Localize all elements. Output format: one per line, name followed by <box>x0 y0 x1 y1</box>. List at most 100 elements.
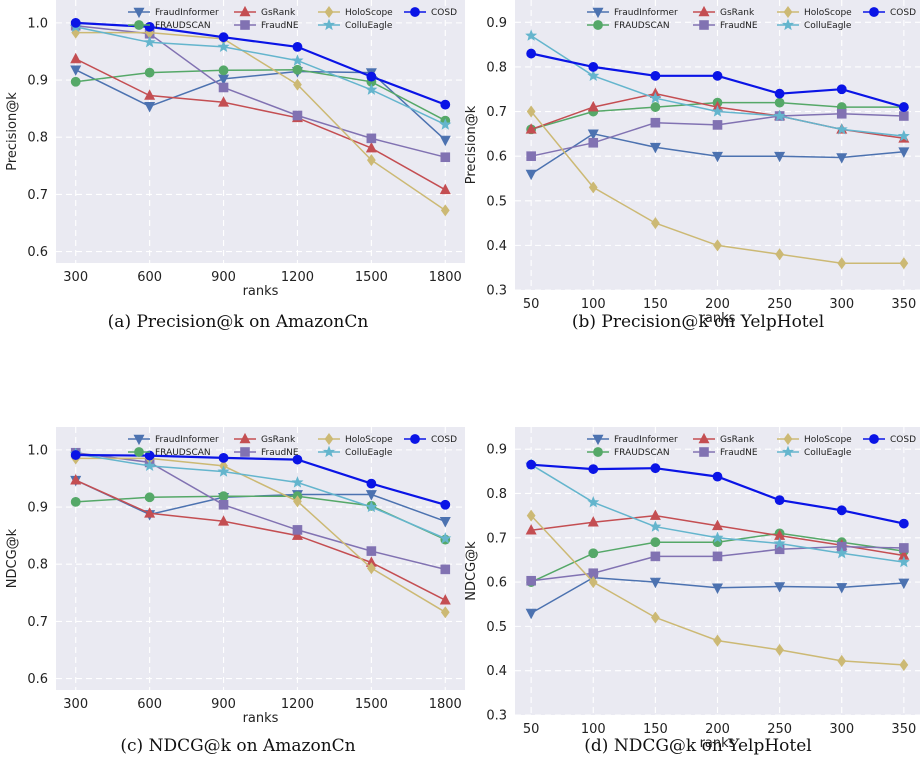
y-tick-label: 0.5 <box>486 620 507 635</box>
legend-marker <box>239 432 251 444</box>
data-point-collueagle <box>649 520 662 532</box>
data-point-collueagle <box>711 105 724 117</box>
x-tick-label: 200 <box>705 297 730 312</box>
legend-label: FraudInformer <box>614 435 678 445</box>
legend-d: FraudInformer GsRank HoloScope COSD FRAUDSCA… <box>587 432 916 458</box>
legend-label: COSD <box>431 8 457 18</box>
data-point-cosd <box>650 463 661 474</box>
data-point-fraudinformer <box>712 583 723 594</box>
legend-label: HoloScope <box>345 435 393 445</box>
data-point-fraudne <box>650 117 661 128</box>
data-point-holoscope <box>367 562 376 575</box>
legend-label: FraudInformer <box>155 8 219 18</box>
series-line-holoscope <box>75 31 446 212</box>
caption-c: (c) NDCG@k on AmazonCn <box>120 736 355 756</box>
data-point-holoscope <box>293 78 302 91</box>
y-tick-label: 0.8 <box>486 60 507 75</box>
data-point-cosd <box>440 499 451 510</box>
series-holoscope <box>526 105 909 270</box>
legend-marker <box>322 18 336 31</box>
data-point-collueagle <box>773 109 786 122</box>
x-tick-label: 1200 <box>281 270 314 285</box>
data-point-gsrank <box>439 183 451 195</box>
x-tick-label: 250 <box>767 722 792 737</box>
legend-entry-fraudinformer: FraudInformer <box>128 7 219 18</box>
legend-entry-holoscope: HoloScope <box>777 432 852 445</box>
series-cosd <box>526 48 909 112</box>
data-point-fraudinformer <box>525 608 537 620</box>
series-line-collueagle <box>75 26 446 126</box>
legend-marker <box>240 447 250 457</box>
y-axis-label: NDCG@k <box>464 541 479 601</box>
series-line-collueagle <box>75 453 446 540</box>
data-point-cosd <box>144 450 155 461</box>
legend-label: HoloScope <box>345 8 393 18</box>
y-tick-label: 0.9 <box>486 16 507 31</box>
legend-marker <box>134 447 144 457</box>
series-gsrank <box>70 474 451 605</box>
data-point-fraudne <box>836 108 847 119</box>
data-point-fraudinformer <box>898 147 910 158</box>
series-line-fraudne <box>75 451 446 571</box>
data-point-fraudscan <box>144 492 155 503</box>
data-point-collueagle <box>365 500 378 513</box>
x-tick-label: 600 <box>137 270 162 285</box>
data-point-holoscope <box>526 509 536 522</box>
legend-label: FraudNE <box>720 448 758 458</box>
data-point-fraudne <box>712 120 723 130</box>
data-point-cosd <box>898 518 909 529</box>
data-point-cosd <box>650 70 661 81</box>
series-line-holoscope <box>75 457 446 613</box>
data-point-fraudne <box>218 82 229 93</box>
data-point-fraudscan <box>70 496 81 507</box>
data-point-cosd <box>292 41 303 52</box>
data-point-cosd <box>526 48 537 59</box>
grid-c <box>56 427 465 690</box>
legend-entry-gsrank: GsRank <box>234 432 296 445</box>
x-tick-label: 600 <box>137 697 162 712</box>
data-point-gsrank <box>525 123 537 134</box>
data-point-gsrank <box>439 594 451 605</box>
data-point-fraudne <box>440 152 451 163</box>
data-point-cosd <box>588 62 599 72</box>
legend-label: HoloScope <box>804 435 852 445</box>
data-point-gsrank <box>70 52 82 64</box>
data-point-fraudscan <box>218 65 229 76</box>
plot-area-a <box>56 0 465 263</box>
legend-entry-holoscope: HoloScope <box>318 5 393 18</box>
legend-label: FraudInformer <box>614 8 678 18</box>
legend-marker <box>410 7 420 17</box>
x-axis-label: ranks <box>243 711 279 726</box>
data-point-collueagle <box>835 123 848 135</box>
legend-entry-cosd: COSD <box>404 434 457 445</box>
data-point-gsrank <box>525 524 537 535</box>
legend-label: ColluEagle <box>345 448 393 458</box>
x-tick-label: 100 <box>581 297 606 312</box>
x-axis-label: ranks <box>243 284 279 299</box>
legend-label: FraudNE <box>720 21 758 31</box>
series-collueagle <box>69 20 452 130</box>
legend-marker <box>593 447 603 457</box>
x-tick-label: 350 <box>891 297 916 312</box>
data-point-holoscope <box>526 105 536 118</box>
y-tick-label: 0.3 <box>486 284 507 299</box>
legend-marker <box>240 20 250 30</box>
y-tick-label: 0.6 <box>27 672 48 687</box>
data-point-fraudinformer <box>712 151 723 163</box>
legend-marker <box>699 20 709 30</box>
chart-panel-a: (a) Precision@k on AmazonCn 0.6 0.7 0.8 0.9… <box>5 0 465 332</box>
y-tick-label: 0.7 <box>486 105 507 120</box>
chart-panel-d: (d) NDCG@k on YelpHotel 0.3 0.4 0.5 0.6 0.7 0… <box>464 427 920 756</box>
plot-area-c <box>56 427 465 690</box>
data-point-fraudinformer <box>365 490 377 501</box>
data-point-gsrank <box>218 96 230 107</box>
x-axis-label: ranks <box>700 736 736 751</box>
y-tick-label: 0.8 <box>27 558 48 573</box>
data-point-collueagle <box>587 496 600 508</box>
legend-entry-gsrank: GsRank <box>693 432 755 445</box>
y-tick-label: 0.7 <box>486 531 507 546</box>
y-tick-label: 0.9 <box>27 501 48 516</box>
data-point-holoscope <box>775 643 784 656</box>
legend-entry-collueagle: ColluEagle <box>318 18 393 31</box>
data-point-holoscope <box>440 204 450 217</box>
